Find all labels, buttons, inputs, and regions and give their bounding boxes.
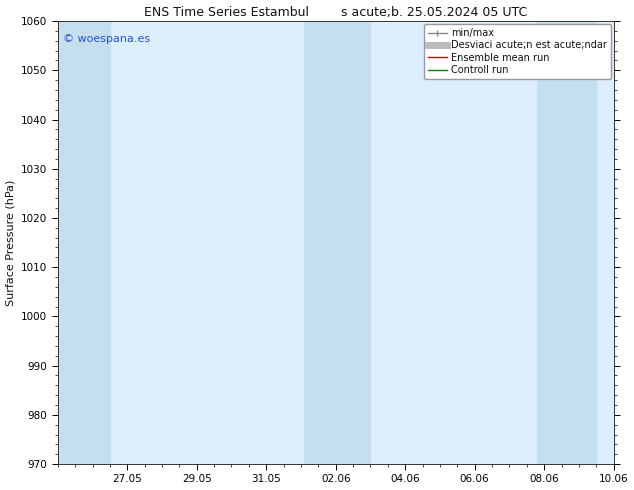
- Bar: [304, 21, 370, 464]
- Bar: [537, 21, 596, 464]
- Bar: [58, 21, 110, 464]
- Title: ENS Time Series Estambul        s acute;b. 25.05.2024 05 UTC: ENS Time Series Estambul s acute;b. 25.0…: [144, 5, 527, 19]
- Legend: min/max, Desviaci acute;n est acute;ndar, Ensemble mean run, Controll run: min/max, Desviaci acute;n est acute;ndar…: [424, 24, 611, 79]
- Text: © woespana.es: © woespana.es: [63, 34, 150, 45]
- Y-axis label: Surface Pressure (hPa): Surface Pressure (hPa): [6, 179, 16, 306]
